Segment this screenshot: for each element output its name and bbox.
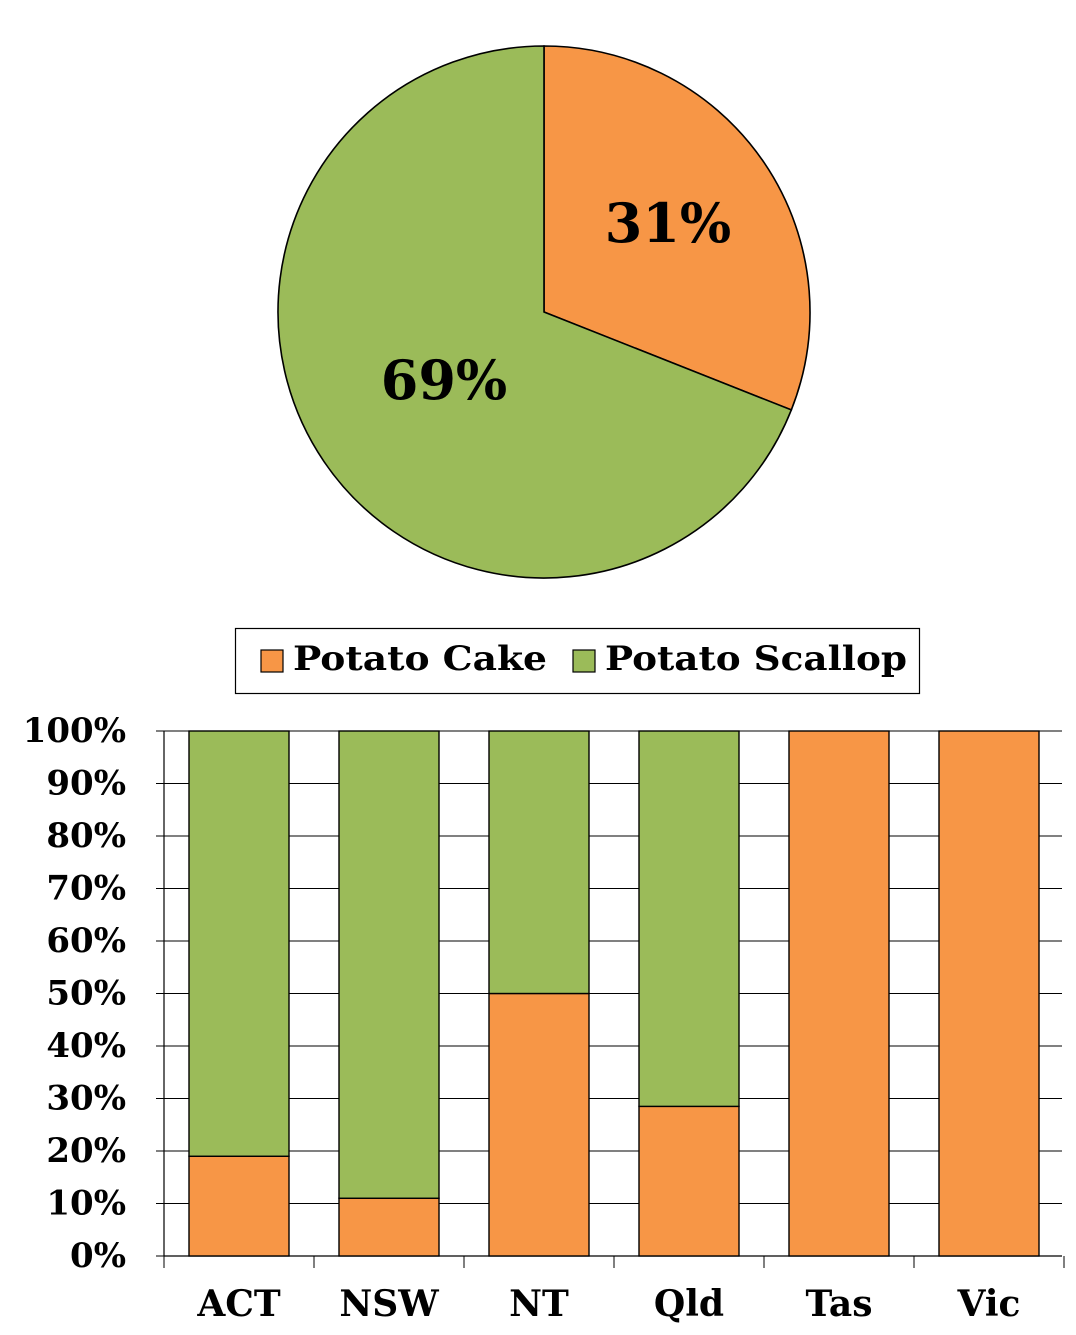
y-tick-label: 0% bbox=[70, 1236, 126, 1276]
pie-slice-potato-scallop bbox=[277, 45, 793, 579]
y-tick-label: 90% bbox=[46, 764, 126, 804]
pie-slice-potato-cake bbox=[543, 45, 811, 411]
y-tick-label: 20% bbox=[46, 1131, 126, 1171]
y-tick-label: 70% bbox=[46, 869, 126, 909]
y-tick-label: 40% bbox=[46, 1026, 126, 1066]
bar-vic-potato-cake bbox=[938, 730, 1040, 1257]
bar-tas-potato-cake bbox=[788, 730, 890, 1257]
legend: Potato Cake Potato Scallop bbox=[234, 627, 921, 695]
bar-qld-potato-scallop bbox=[638, 730, 740, 1108]
legend-label: Potato Scallop bbox=[605, 639, 907, 679]
bar-act-potato-cake bbox=[188, 1155, 290, 1257]
bar-nt-potato-cake bbox=[488, 992, 590, 1257]
bar-nt-potato-scallop bbox=[488, 730, 590, 995]
y-tick-label: 30% bbox=[46, 1079, 126, 1119]
pie-data-label: 69% bbox=[381, 348, 507, 412]
legend-label: Potato Cake bbox=[293, 639, 547, 679]
pie-data-label: 31% bbox=[605, 191, 731, 255]
x-tick-label: ACT bbox=[196, 1283, 281, 1325]
legend-swatch-potato-cake bbox=[260, 649, 284, 673]
x-tick-label: NSW bbox=[339, 1283, 439, 1325]
y-tick-label: 100% bbox=[23, 711, 126, 751]
bar-nsw-potato-scallop bbox=[338, 730, 440, 1199]
x-tick-label: Tas bbox=[806, 1283, 873, 1325]
y-tick-label: 80% bbox=[46, 816, 126, 856]
y-tick-label: 10% bbox=[46, 1184, 126, 1224]
bar-act-potato-scallop bbox=[188, 730, 290, 1157]
y-tick-label: 60% bbox=[46, 921, 126, 961]
pie-chart: 31% 69% bbox=[277, 45, 811, 579]
legend-swatch-potato-scallop bbox=[572, 649, 596, 673]
bar-nsw-potato-cake bbox=[338, 1197, 440, 1257]
y-tick-label: 50% bbox=[46, 974, 126, 1014]
x-tick-label: Vic bbox=[957, 1283, 1021, 1325]
stacked-bar-chart: 0% 10% 20% 30% 40% 50% 60% 70% 80% 90% 100% ACT NSW N… bbox=[23, 711, 1065, 1325]
bar-qld-potato-cake bbox=[638, 1105, 740, 1257]
x-tick-label: Qld bbox=[654, 1283, 724, 1325]
x-tick-label: NT bbox=[509, 1283, 569, 1325]
